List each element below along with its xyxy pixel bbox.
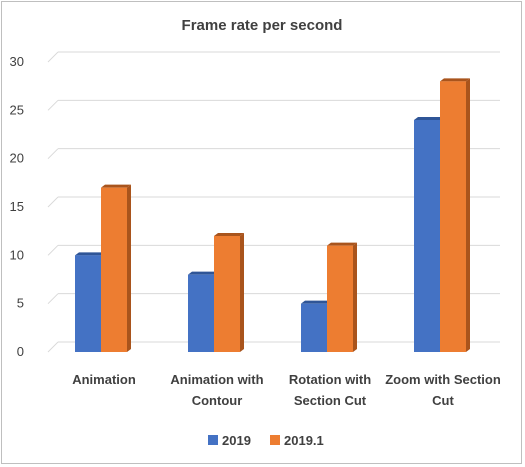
bar-side [240,233,244,352]
x-axis-labels: Animation Animation with Contour Rotation w… [72,372,501,408]
bar-top [440,78,470,82]
gridline-slant [47,99,59,111]
x-category-label: Animation with [170,372,263,387]
y-tick-label: 15 [10,199,24,214]
legend: 2019 2019.1 [208,433,324,448]
bar-side [127,184,131,352]
bar-top [101,184,131,188]
gridline-slant [47,293,59,305]
legend-label: 2019.1 [284,433,324,448]
bar-top [414,117,444,120]
y-tick-label: 0 [17,344,24,359]
bar-2019-1-3 [440,81,466,352]
x-category-label: Cut [432,393,454,408]
y-tick-label: 30 [10,54,24,69]
x-category-label: Section Cut [294,393,367,408]
gridline-slant [47,244,59,256]
bar-2019-1 [188,274,214,352]
x-category-label: Rotation with [289,372,371,387]
bar-2019-3 [414,120,440,352]
bar-2019-0 [75,255,101,352]
bar-2019-1-2 [327,245,353,352]
x-category-label: Zoom with Section [385,372,501,387]
chart-title: Frame rate per second [182,17,343,34]
bar-top [214,233,244,236]
y-tick-label: 10 [10,247,24,262]
bar-2019-2 [301,303,327,352]
bars [75,78,470,352]
y-axis-ticks: 0 5 10 15 20 25 30 [10,54,24,359]
bar-2019-1-1 [214,236,240,352]
legend-label: 2019 [222,433,251,448]
bar-top [188,271,218,275]
x-category-label: Contour [192,393,243,408]
legend-swatch [208,435,218,445]
y-tick-label: 25 [10,102,24,117]
gridline-slant [47,341,59,353]
bar-top [75,252,105,256]
bar-2019-1-0 [101,187,127,352]
x-category-label: Animation [72,372,136,387]
bar-side [353,242,357,352]
bar-top [327,242,357,246]
legend-swatch [270,435,280,445]
gridline-slant [47,51,59,63]
bar-side [466,78,470,352]
y-tick-label: 5 [17,296,24,311]
bar-top [301,300,331,304]
gridline-slant [47,148,59,160]
gridline-slant [47,196,59,208]
y-tick-label: 20 [10,151,24,166]
